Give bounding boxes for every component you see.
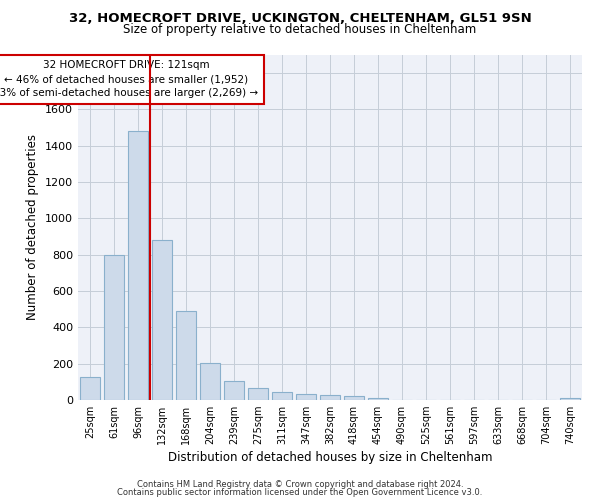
Text: Size of property relative to detached houses in Cheltenham: Size of property relative to detached ho… bbox=[124, 22, 476, 36]
X-axis label: Distribution of detached houses by size in Cheltenham: Distribution of detached houses by size … bbox=[168, 452, 492, 464]
Text: Contains public sector information licensed under the Open Government Licence v3: Contains public sector information licen… bbox=[118, 488, 482, 497]
Bar bbox=[176, 311, 196, 400]
Bar bbox=[296, 394, 316, 400]
Bar bbox=[368, 398, 388, 400]
Bar bbox=[560, 398, 580, 400]
Bar bbox=[80, 378, 100, 400]
Bar bbox=[224, 381, 244, 400]
Text: Contains HM Land Registry data © Crown copyright and database right 2024.: Contains HM Land Registry data © Crown c… bbox=[137, 480, 463, 489]
Text: 32 HOMECROFT DRIVE: 121sqm
← 46% of detached houses are smaller (1,952)
53% of s: 32 HOMECROFT DRIVE: 121sqm ← 46% of deta… bbox=[0, 60, 259, 98]
Bar bbox=[344, 396, 364, 400]
Bar bbox=[152, 240, 172, 400]
Y-axis label: Number of detached properties: Number of detached properties bbox=[26, 134, 40, 320]
Bar bbox=[320, 395, 340, 400]
Bar bbox=[128, 132, 148, 400]
Bar bbox=[104, 254, 124, 400]
Text: 32, HOMECROFT DRIVE, UCKINGTON, CHELTENHAM, GL51 9SN: 32, HOMECROFT DRIVE, UCKINGTON, CHELTENH… bbox=[68, 12, 532, 26]
Bar bbox=[200, 363, 220, 400]
Bar bbox=[248, 388, 268, 400]
Bar bbox=[272, 392, 292, 400]
